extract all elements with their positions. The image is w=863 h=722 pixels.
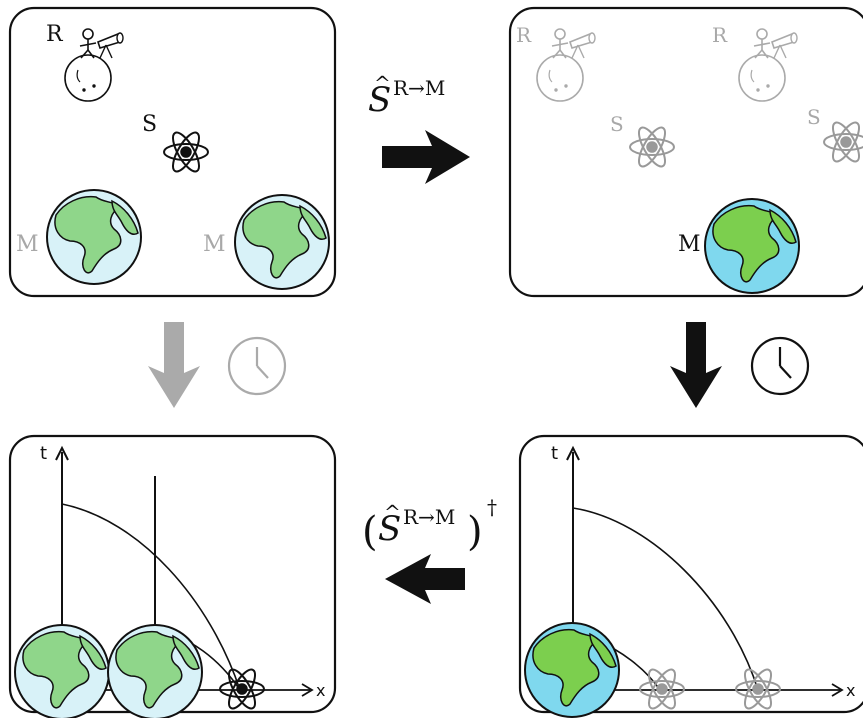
operator-superscript: R→M — [403, 505, 455, 529]
panel-bottom-left: t x — [8, 434, 337, 720]
paren-open: ( — [362, 509, 378, 555]
label-r: R — [46, 22, 64, 47]
axis-x-label: x — [316, 681, 325, 700]
operator-symbol: S — [378, 509, 401, 549]
arrow-left-icon — [385, 554, 465, 604]
earth-icon — [704, 198, 800, 294]
arrow-down-icon — [148, 322, 200, 408]
axis-t-label: t — [551, 443, 558, 464]
label-m-left: M — [16, 232, 39, 257]
panel-bottom-right: t x — [518, 434, 863, 718]
operator-top: S ^ R→M — [368, 71, 445, 120]
operator-superscript: R→M — [393, 76, 445, 100]
panel-top-right: R R S S M — [508, 6, 863, 298]
earth-icon — [46, 189, 142, 285]
operator-bottom: ( S ^ R→M ) † — [362, 495, 497, 555]
operator-symbol: S — [368, 80, 391, 120]
axis-t-label: t — [40, 443, 47, 464]
label-s: S — [142, 112, 157, 137]
operator-hat: ^ — [374, 71, 391, 95]
label-m-right: M — [203, 232, 226, 257]
signal-curve — [572, 507, 759, 691]
label-s-left: S — [610, 112, 624, 136]
panel-top-left: R S M M — [8, 6, 337, 298]
dagger: † — [487, 495, 497, 519]
earth-icon — [524, 622, 620, 718]
signal-curve — [61, 503, 241, 691]
label-m: M — [678, 232, 701, 257]
earth-icon — [14, 624, 110, 720]
label-s-right: S — [807, 105, 821, 129]
paren-close: ) — [467, 509, 483, 555]
arrow-down-icon — [670, 322, 722, 408]
earth-icon — [234, 194, 330, 290]
operator-hat: ^ — [384, 500, 401, 524]
earth-icon — [107, 624, 203, 720]
arrow-right-icon — [382, 130, 470, 184]
axis-x-label: x — [846, 681, 855, 700]
clock-icon — [227, 336, 287, 396]
label-r-right: R — [712, 23, 728, 47]
clock-icon — [750, 336, 810, 396]
label-r-left: R — [516, 23, 532, 47]
